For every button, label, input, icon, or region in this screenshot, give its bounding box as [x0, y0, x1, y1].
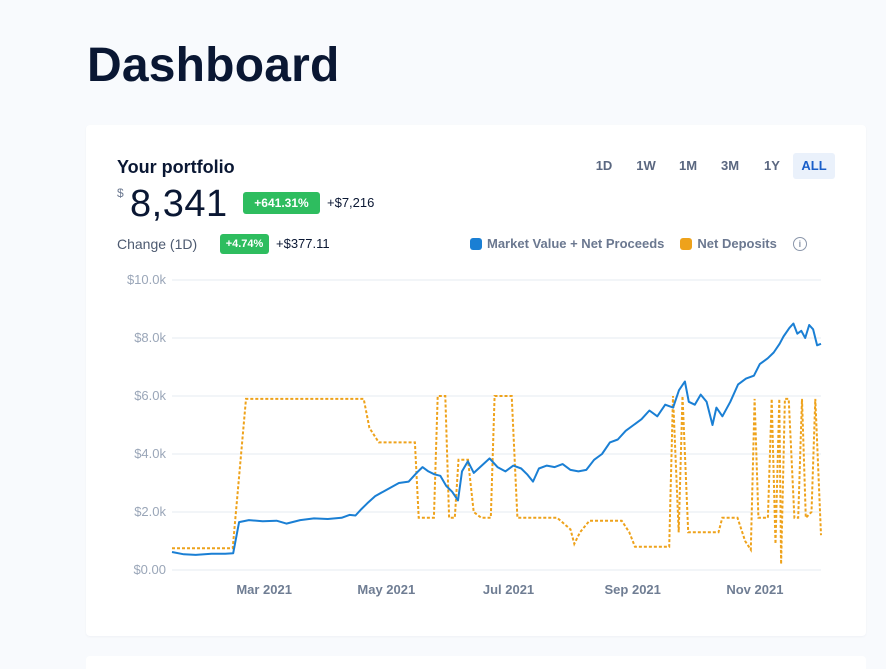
- day-change-badge: +4.74%: [220, 234, 269, 254]
- portfolio-card: Your portfolio $ 8,341 +641.31% +$7,216 …: [86, 125, 866, 636]
- x-tick-label: Mar 2021: [236, 582, 292, 597]
- y-tick-label: $4.0k: [134, 446, 166, 461]
- page-title: Dashboard: [87, 39, 340, 92]
- market-value-area: [172, 324, 821, 571]
- range-3m-button[interactable]: 3M: [720, 158, 740, 173]
- x-tick-label: Nov 2021: [726, 582, 783, 597]
- y-tick-label: $6.0k: [134, 388, 166, 403]
- total-change-badge: +641.31%: [243, 192, 320, 214]
- x-tick-label: Jul 2021: [483, 582, 534, 597]
- y-tick-label: $10.0k: [127, 272, 167, 287]
- legend-net-deposits-swatch: [680, 237, 693, 250]
- currency-symbol: $: [117, 186, 124, 200]
- info-icon[interactable]: i: [792, 236, 807, 251]
- total-change-amount: +$7,216: [327, 195, 375, 210]
- market-value-line: [171, 322, 822, 556]
- y-tick-label: $0.00: [133, 562, 166, 577]
- secondary-card: [86, 656, 866, 669]
- change-1d-label: Change (1D): [117, 236, 198, 252]
- x-tick-label: May 2021: [357, 582, 415, 597]
- range-1m-button[interactable]: 1M: [678, 158, 698, 173]
- portfolio-value: 8,341: [130, 183, 228, 225]
- y-tick-label: $2.0k: [134, 504, 166, 519]
- range-1y-button[interactable]: 1Y: [764, 158, 780, 173]
- y-tick-label: $8.0k: [134, 330, 166, 345]
- legend-market-value[interactable]: Market Value + Net Proceeds: [470, 236, 664, 251]
- range-1d-button[interactable]: 1D: [595, 158, 613, 173]
- day-change-amount: +$377.11: [276, 236, 330, 251]
- legend-market-value-swatch: [470, 237, 482, 250]
- legend-market-value-label: Market Value + Net Proceeds: [487, 236, 665, 251]
- x-tick-label: Sep 2021: [605, 582, 661, 597]
- portfolio-chart[interactable]: #1a7fd4" stop-opacity="0.18"/>$0.00$2.0k…: [86, 125, 866, 636]
- range-all-button[interactable]: ALL: [793, 153, 835, 179]
- range-1w-button[interactable]: 1W: [636, 158, 656, 173]
- time-range-selector: 1D 1W 1M 3M 1Y ALL: [583, 153, 835, 179]
- portfolio-label: Your portfolio: [117, 157, 235, 177]
- chart-legend: Market Value + Net Proceeds Net Deposits…: [470, 236, 807, 251]
- net-deposits-line: [172, 395, 822, 565]
- legend-net-deposits[interactable]: Net Deposits: [680, 236, 777, 251]
- legend-net-deposits-label: Net Deposits: [697, 236, 777, 251]
